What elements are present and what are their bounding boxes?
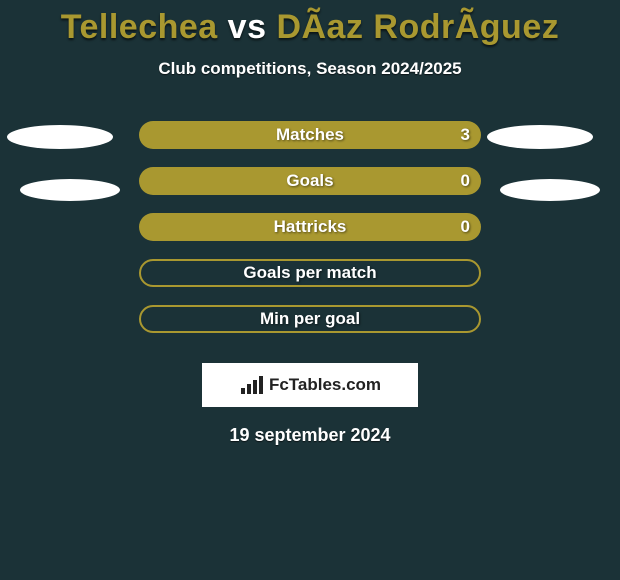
- stat-bar: Matches: [139, 121, 481, 149]
- bars-icon: [239, 374, 265, 396]
- stat-label: Hattricks: [274, 217, 347, 237]
- page-subtitle: Club competitions, Season 2024/2025: [0, 59, 620, 79]
- stat-bar: Goals: [139, 167, 481, 195]
- stat-label: Goals: [286, 171, 333, 191]
- stat-label: Matches: [276, 125, 344, 145]
- stat-value-right: 3: [461, 125, 470, 145]
- stat-label: Goals per match: [243, 263, 376, 283]
- decor-ellipse: [487, 125, 593, 149]
- fctables-logo: FcTables.com: [202, 363, 418, 407]
- stat-rows: 3Matches30Goals00Hattricks0Goals per mat…: [0, 121, 620, 351]
- stat-row: 0Hattricks0: [0, 213, 620, 259]
- decor-ellipse: [20, 179, 120, 201]
- stat-value-right: 0: [461, 217, 470, 237]
- page-title: Tellechea vs DÃ­az RodrÃ­guez: [0, 0, 620, 47]
- player-a-name: Tellechea: [61, 8, 218, 46]
- stat-bar: Hattricks: [139, 213, 481, 241]
- player-b-name: DÃ­az RodrÃ­guez: [276, 8, 559, 46]
- stat-value-right: 0: [461, 171, 470, 191]
- decor-ellipse: [7, 125, 113, 149]
- decor-ellipse: [500, 179, 600, 201]
- vs-text: vs: [228, 8, 267, 46]
- stat-row: Goals per match: [0, 259, 620, 305]
- stat-bar: Goals per match: [139, 259, 481, 287]
- logo-text: FcTables.com: [269, 375, 381, 395]
- date-text: 19 september 2024: [0, 425, 620, 446]
- stat-bar: Min per goal: [139, 305, 481, 333]
- stat-label: Min per goal: [260, 309, 360, 329]
- stat-row: Min per goal: [0, 305, 620, 351]
